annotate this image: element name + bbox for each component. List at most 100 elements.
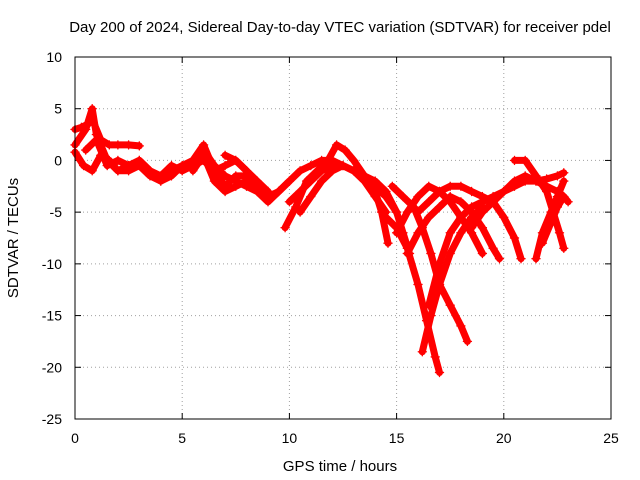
data-point — [426, 248, 436, 259]
data-point — [488, 243, 498, 253]
data-point — [445, 300, 455, 310]
data-point — [554, 228, 565, 238]
data-point — [87, 104, 97, 114]
data-point — [166, 171, 177, 181]
data-point — [499, 212, 509, 222]
data-point — [434, 367, 445, 378]
chart-title: Day 200 of 2024, Sidereal Day-to-day VTE… — [69, 19, 611, 36]
data-point — [102, 160, 112, 171]
data-point — [134, 155, 144, 166]
data-point — [417, 347, 427, 357]
y-axis-ticks: 10 5 0 -5 -10 -15 -20 -25 — [42, 49, 611, 427]
satellite-track-18 — [466, 171, 569, 233]
satellite-track-21 — [537, 191, 573, 248]
data-point — [78, 160, 89, 171]
y-tick-label: -20 — [42, 359, 62, 375]
x-tick-label: 25 — [603, 430, 619, 446]
y-tick-label: 10 — [46, 49, 62, 65]
data-point — [430, 352, 440, 362]
data-point — [383, 238, 393, 248]
data-point — [231, 155, 241, 166]
data-point — [509, 176, 520, 186]
data-point — [359, 176, 370, 186]
x-tick-label: 10 — [282, 430, 298, 446]
data-point — [462, 336, 473, 347]
data-point — [456, 212, 466, 222]
data-point — [445, 248, 455, 259]
data-point — [456, 228, 466, 238]
data-point — [398, 191, 408, 202]
data-point — [559, 168, 569, 178]
data-point — [494, 254, 505, 264]
data-point — [156, 171, 166, 181]
data-point — [263, 197, 273, 207]
data-point — [434, 259, 445, 269]
data-point — [434, 186, 445, 197]
y-axis-label: SDTVAR / TECUs — [5, 178, 22, 298]
data-point — [402, 248, 412, 259]
data-point — [113, 166, 123, 176]
data-point — [284, 197, 295, 207]
data-point — [381, 191, 391, 202]
data-point — [177, 166, 187, 176]
data-point — [434, 202, 445, 212]
data-point — [306, 176, 316, 186]
data-point — [291, 202, 301, 212]
satellite-track-14 — [402, 191, 505, 264]
data-point — [145, 166, 155, 176]
data-point — [381, 212, 391, 222]
data-point — [340, 145, 350, 155]
data-point — [306, 160, 316, 171]
data-point — [316, 166, 327, 176]
data-point — [198, 140, 209, 150]
data-point — [338, 160, 348, 171]
x-tick-label: 0 — [71, 430, 79, 446]
data-point — [113, 140, 123, 150]
data-point — [327, 166, 337, 176]
y-tick-label: -10 — [42, 256, 62, 272]
data-point — [509, 233, 520, 243]
data-point — [520, 155, 530, 166]
data-point — [295, 166, 305, 176]
data-point — [274, 186, 284, 197]
data-point — [445, 181, 455, 191]
data-point — [241, 166, 252, 176]
data-point — [531, 254, 541, 264]
data-point — [387, 181, 397, 191]
data-point — [520, 171, 530, 181]
data-point — [456, 197, 466, 207]
data-point — [456, 321, 466, 331]
data-point — [426, 310, 436, 321]
data-point — [488, 197, 498, 207]
data-point — [413, 207, 423, 217]
data-point — [413, 228, 423, 238]
data-point — [445, 228, 455, 238]
data-point — [349, 166, 359, 176]
data-point — [509, 155, 520, 166]
data-point — [104, 140, 114, 150]
data-point — [537, 238, 548, 248]
y-tick-label: -25 — [42, 411, 62, 427]
data-point — [81, 145, 91, 155]
data-point — [531, 171, 541, 181]
y-tick-label: -15 — [42, 308, 62, 324]
data-point — [284, 176, 295, 186]
data-point — [252, 186, 262, 197]
y-tick-label: -5 — [50, 204, 63, 220]
data-point — [424, 197, 434, 207]
data-point — [231, 171, 241, 181]
data-point — [466, 202, 477, 212]
data-point — [402, 207, 412, 217]
data-point — [477, 197, 488, 207]
data-point — [466, 223, 477, 233]
data-point — [220, 150, 230, 160]
y-tick-label: 0 — [54, 152, 62, 168]
data-point — [499, 186, 509, 197]
data-point — [563, 197, 573, 207]
data-point — [546, 217, 556, 228]
series-line — [468, 172, 568, 232]
data-point — [466, 212, 477, 222]
series-line — [403, 193, 503, 263]
data-point — [559, 176, 569, 186]
